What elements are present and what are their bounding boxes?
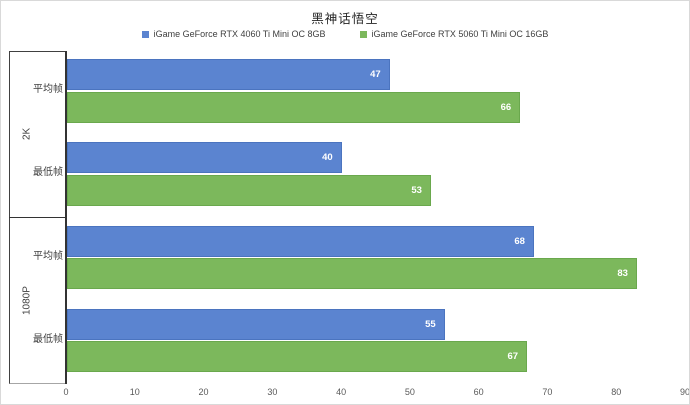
category-label-2k-min: 最低帧 [33,167,63,178]
bar-1080p-min-rtx5060ti: 67 [67,341,528,373]
bar-1080p-avg-rtx5060ti: 83 [67,258,637,289]
x-tick: 80 [611,387,622,397]
legend-item-rtx5060ti: iGame GeForce RTX 5060 Ti Mini OC 16GB [359,29,549,39]
legend-label: iGame GeForce RTX 5060 Ti Mini OC 16GB [371,29,549,39]
bar-2k-min-rtx5060ti: 53 [67,174,431,206]
bar-2k-avg-rtx5060ti: 66 [67,91,521,123]
x-tick: 20 [198,387,209,397]
category-axis-line [65,51,67,384]
x-tick: 70 [542,387,553,397]
legend-swatch-green [359,30,367,38]
bar-2k-min-rtx4060ti: 40 [67,142,342,174]
category-label-1080p-min: 最低帧 [33,334,63,345]
group-label-2k: 2K [21,127,33,141]
x-axis: 0 10 20 30 40 50 60 70 80 90 [63,387,689,399]
legend-label: iGame GeForce RTX 4060 Ti Mini OC 8GB [153,29,326,39]
x-tick: 10 [129,387,140,397]
chart-legend: iGame GeForce RTX 4060 Ti Mini OC 8GB iG… [1,29,689,39]
category-label-1080p-avg: 平均帧 [33,251,63,262]
category-group-divider [9,216,66,218]
x-tick: 30 [267,387,278,397]
plot-area: 47 66 40 53 68 83 55 67 [67,51,685,384]
group-label-1080p: 1080P [21,286,33,315]
bar-2k-avg-rtx4060ti: 47 [67,59,390,90]
x-tick: 0 [63,387,69,397]
bar-1080p-min-rtx4060ti: 55 [67,308,445,340]
bar-1080p-avg-rtx4060ti: 68 [67,225,534,257]
legend-item-rtx4060ti: iGame GeForce RTX 4060 Ti Mini OC 8GB [141,29,326,39]
chart-title: 黑神话悟空 [311,12,379,26]
legend-swatch-blue [141,30,149,38]
x-tick: 60 [473,387,484,397]
x-tick: 50 [404,387,415,397]
x-tick: 40 [336,387,347,397]
category-label-2k-avg: 平均帧 [33,84,63,95]
x-tick: 90 [679,387,690,397]
